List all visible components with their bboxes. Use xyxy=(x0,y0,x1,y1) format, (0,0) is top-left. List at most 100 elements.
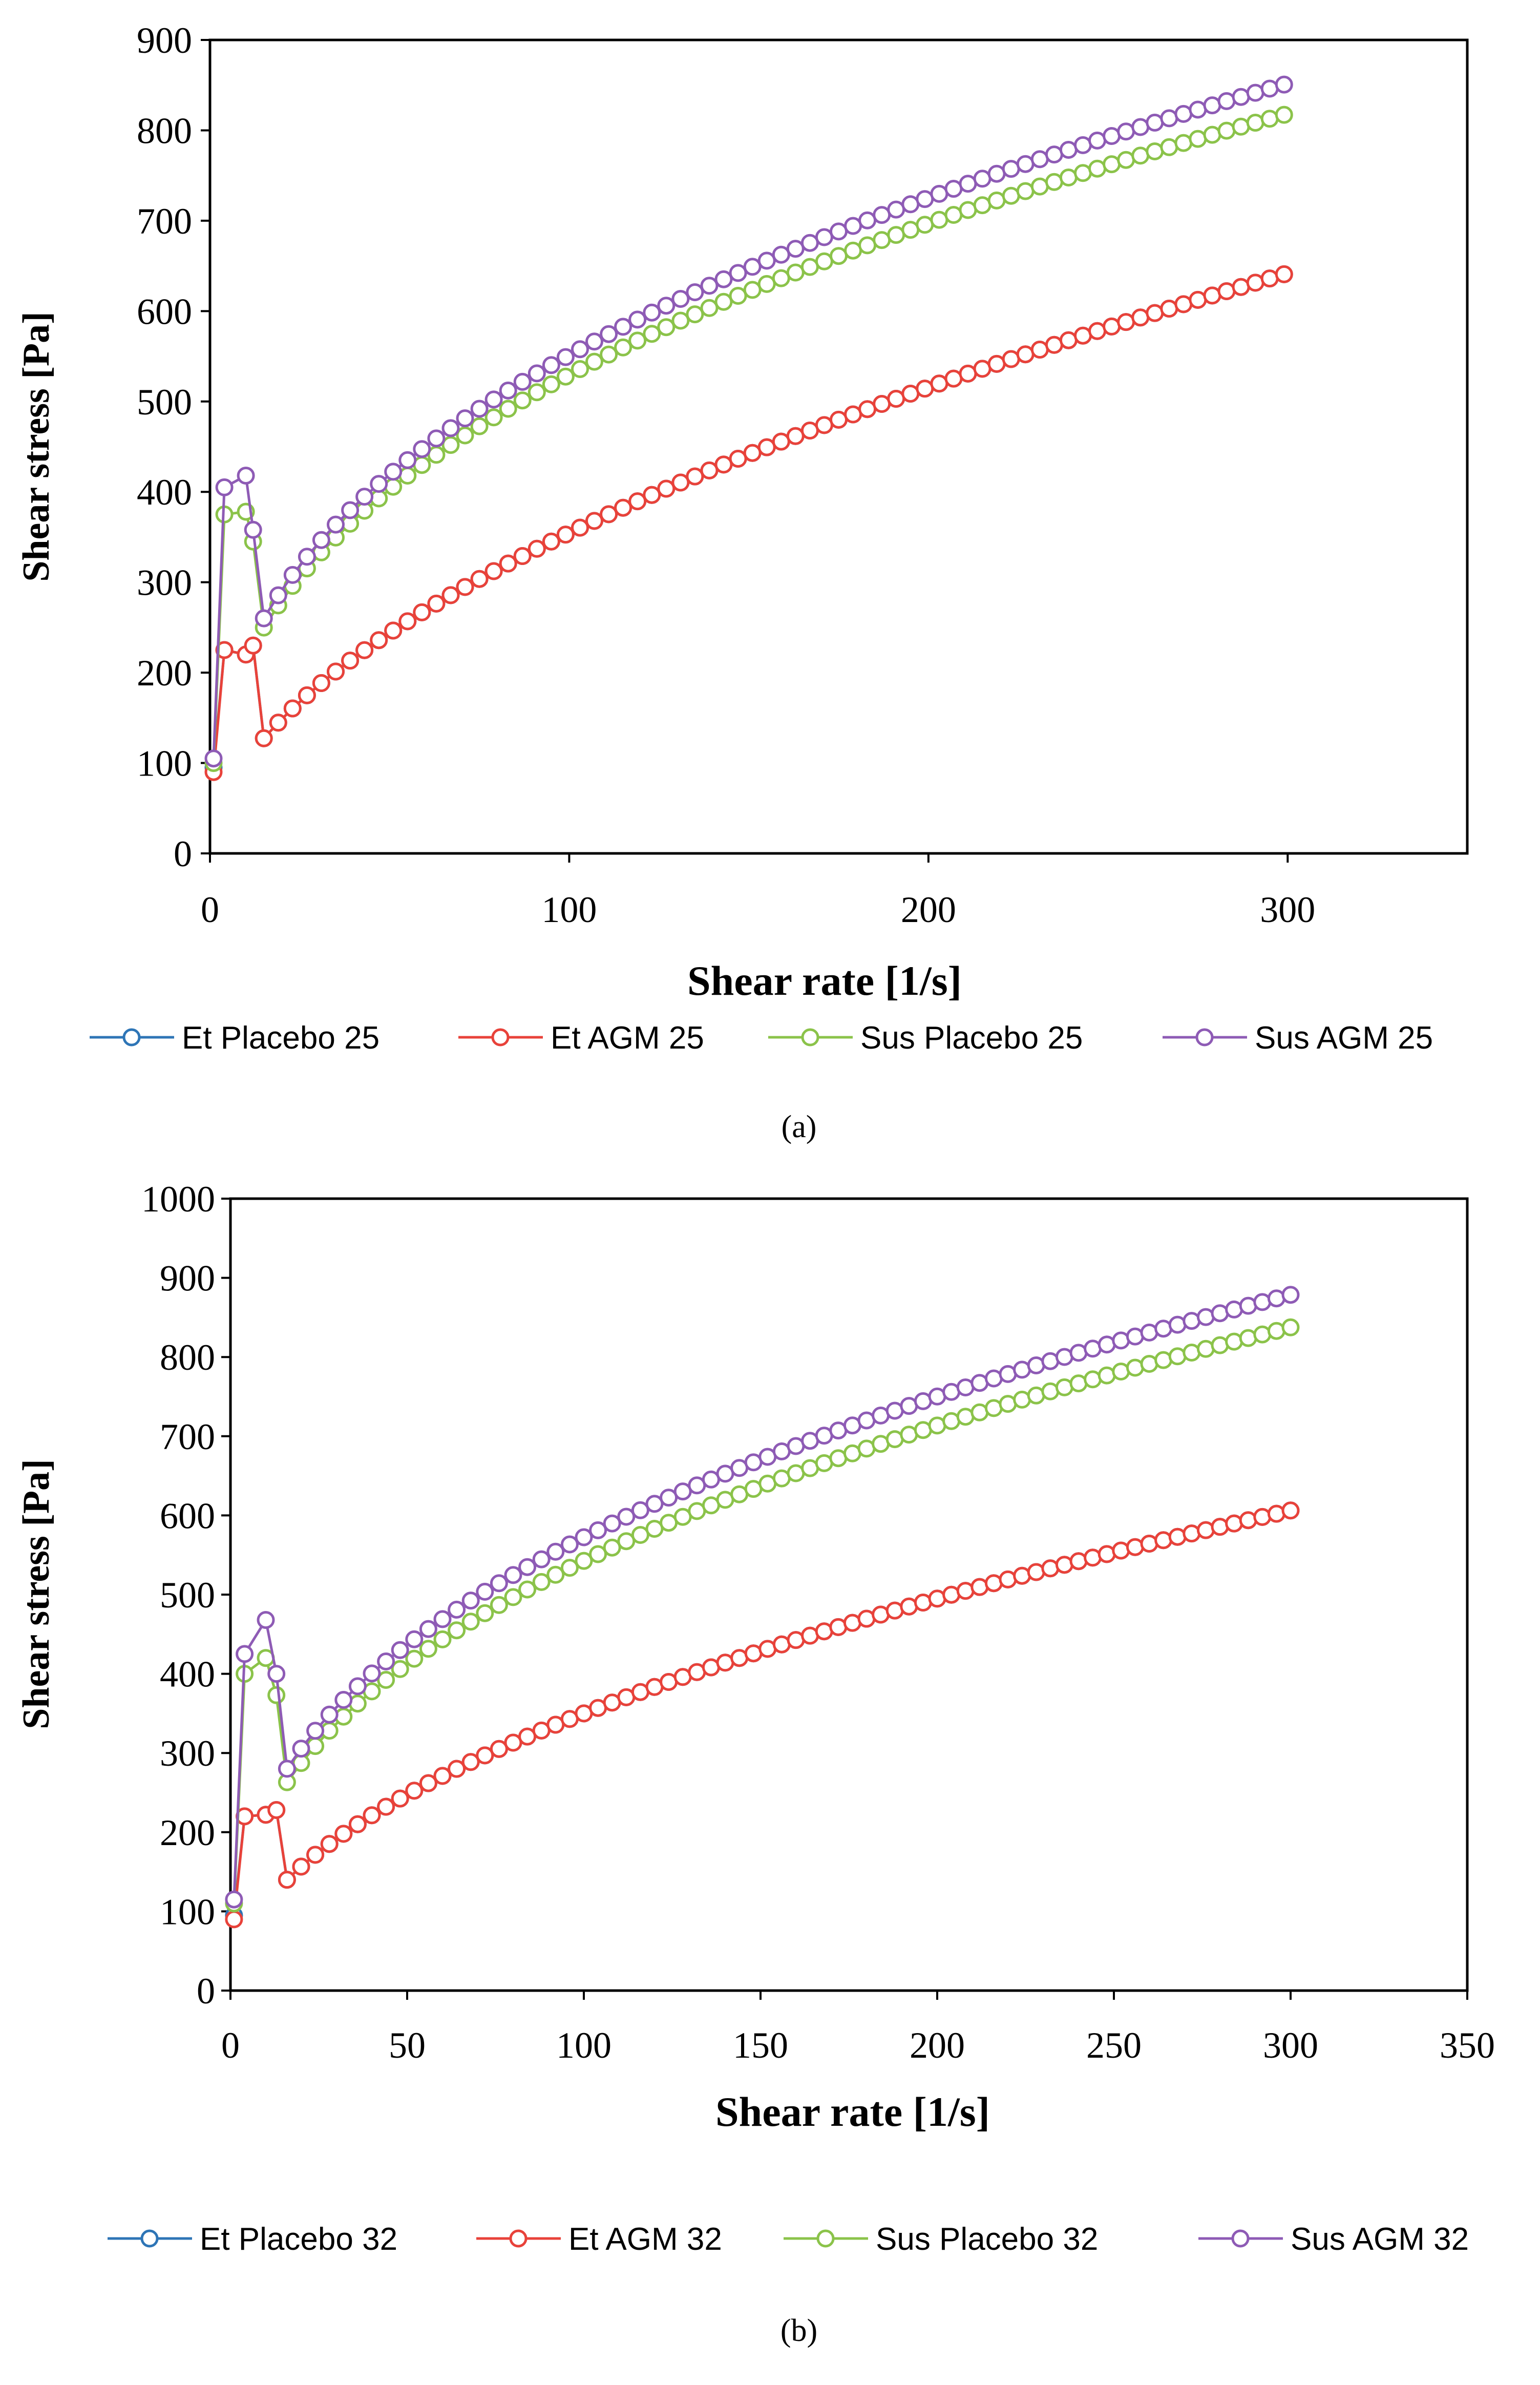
data-point xyxy=(327,515,345,534)
data-point xyxy=(405,1630,424,1648)
data-point xyxy=(844,405,862,424)
data-point xyxy=(433,1610,452,1628)
data-point xyxy=(1103,155,1121,174)
legend-label: Et AGM 25 xyxy=(551,1020,704,1056)
data-point xyxy=(873,395,891,413)
data-point xyxy=(546,1542,565,1561)
series-line xyxy=(212,273,1285,772)
legend-a: Et Placebo 25 Et AGM 25 Sus Placebo 25 Sus … xyxy=(90,1020,1433,1056)
y-tick-label: 700 xyxy=(160,1416,215,1457)
data-point xyxy=(1088,159,1106,178)
data-point xyxy=(225,1910,243,1929)
data-point xyxy=(499,554,517,573)
series-et-placebo-32 xyxy=(225,1501,1300,1924)
data-point xyxy=(1275,75,1293,94)
data-point xyxy=(377,1671,395,1689)
data-point xyxy=(518,1580,537,1599)
x-tick-label: 300 xyxy=(1260,889,1315,930)
data-point xyxy=(278,1760,296,1778)
data-point xyxy=(901,221,920,239)
data-point xyxy=(1275,106,1293,124)
x-tick-label: 50 xyxy=(389,2025,426,2066)
data-point xyxy=(398,467,417,485)
data-point xyxy=(244,636,262,655)
data-point xyxy=(1088,322,1106,340)
data-point xyxy=(589,1545,607,1563)
data-point xyxy=(334,1825,353,1843)
data-point xyxy=(237,467,255,485)
data-point xyxy=(413,603,431,621)
data-point xyxy=(419,1640,437,1658)
data-point xyxy=(490,1596,508,1614)
data-point xyxy=(320,1705,339,1724)
data-point xyxy=(585,352,603,371)
data-point xyxy=(657,479,676,498)
data-point xyxy=(306,1846,325,1864)
data-point xyxy=(504,1588,522,1606)
data-point xyxy=(269,586,287,604)
legend-swatch-marker xyxy=(491,1028,510,1047)
data-point xyxy=(1189,130,1207,148)
legend-label: Et Placebo 25 xyxy=(182,1020,379,1056)
data-point xyxy=(1281,1501,1300,1520)
legend-item: Et AGM 32 xyxy=(476,2222,722,2257)
data-point xyxy=(643,325,661,343)
legend-label: Sus AGM 25 xyxy=(1255,1020,1433,1056)
data-point xyxy=(600,505,618,524)
data-point xyxy=(800,258,819,276)
data-point xyxy=(1203,286,1221,305)
data-point xyxy=(600,325,618,343)
data-point xyxy=(1146,113,1164,132)
data-point xyxy=(901,195,920,214)
y-tick-label: 600 xyxy=(160,1495,215,1536)
legend-item: Sus Placebo 32 xyxy=(784,2222,1098,2257)
data-point xyxy=(363,1664,381,1683)
data-point xyxy=(370,489,388,508)
data-point xyxy=(1267,1504,1285,1523)
data-point xyxy=(657,318,676,337)
data-point xyxy=(628,310,647,329)
data-point xyxy=(1246,274,1264,292)
data-point xyxy=(1246,83,1264,102)
data-point xyxy=(341,652,360,670)
data-point xyxy=(1232,278,1250,296)
data-point xyxy=(413,440,431,458)
x-tick-label: 150 xyxy=(733,2025,788,2066)
data-point xyxy=(560,1559,579,1577)
data-point xyxy=(714,292,733,311)
data-point xyxy=(585,332,603,351)
data-point xyxy=(1117,122,1135,141)
data-point xyxy=(363,1806,381,1825)
data-point xyxy=(628,492,647,511)
data-point xyxy=(384,477,403,496)
data-point xyxy=(757,252,776,270)
legend-item: Et AGM 25 xyxy=(458,1020,704,1056)
data-point xyxy=(603,1514,621,1533)
data-point xyxy=(815,416,833,434)
data-point xyxy=(448,1760,466,1778)
data-point xyxy=(686,467,704,486)
series-line xyxy=(212,83,1284,759)
data-point xyxy=(571,340,589,359)
data-point xyxy=(772,432,790,451)
data-point xyxy=(786,427,805,445)
data-point xyxy=(800,422,819,440)
x-tick-label: 0 xyxy=(201,889,219,930)
data-point xyxy=(405,1782,424,1800)
data-point xyxy=(800,234,819,252)
y-tick-label: 200 xyxy=(137,653,192,694)
data-point xyxy=(513,372,532,391)
data-point xyxy=(830,410,848,429)
data-point xyxy=(1140,1535,1158,1553)
data-point xyxy=(1260,79,1279,98)
data-point xyxy=(743,258,762,276)
y-tick-label: 800 xyxy=(137,110,192,151)
data-point xyxy=(901,385,920,403)
y-tick-label: 0 xyxy=(197,1971,215,2012)
data-point xyxy=(370,631,388,650)
data-point xyxy=(1074,136,1092,154)
y-tick-label: 500 xyxy=(160,1575,215,1616)
data-point xyxy=(887,226,905,244)
data-point xyxy=(686,305,704,324)
legend-label: Et AGM 32 xyxy=(568,2222,722,2257)
